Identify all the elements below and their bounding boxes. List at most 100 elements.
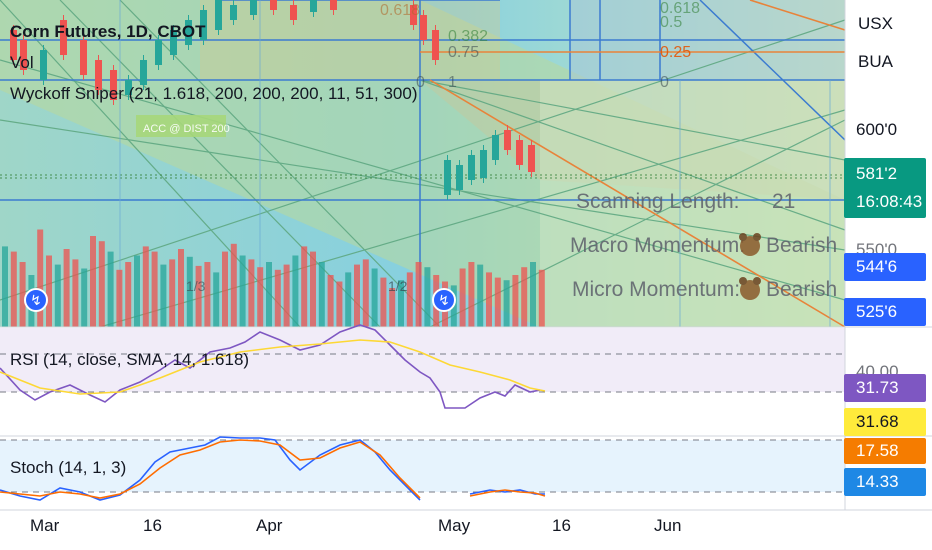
time-label-16b: 16: [552, 516, 571, 535]
volume-bar: [354, 264, 360, 327]
volume-bar: [371, 268, 378, 327]
stoch-label[interactable]: Stoch (14, 1, 3): [10, 458, 127, 477]
unit-label[interactable]: BUA: [858, 52, 893, 71]
fib-label-1: 1: [448, 74, 457, 91]
current-price-badge[interactable]: 581'2 16:08:43: [844, 158, 926, 218]
volume-bar: [160, 264, 167, 327]
volume-bar: [98, 241, 105, 327]
time-label-apr: Apr: [256, 516, 283, 535]
fib-label-618-b: 0.618: [660, 0, 701, 17]
volume-bar: [345, 272, 352, 327]
volume-bar: [468, 262, 475, 327]
volume-bar: [248, 259, 255, 327]
event-icon-1[interactable]: ↯: [24, 288, 48, 312]
volume-bar: [398, 280, 404, 327]
acc-dist-box: [136, 115, 226, 137]
stoch-d-value-badge[interactable]: 17.58: [844, 438, 926, 464]
scanning-length-label: Scanning Length:: [576, 190, 740, 213]
stoch-band: [0, 440, 845, 492]
volume-bar: [230, 243, 237, 327]
price-tick-600: 600'0: [856, 120, 898, 139]
volume-bar: [362, 259, 369, 327]
time-label-16a: 16: [143, 516, 162, 535]
volume-bar: [222, 251, 228, 327]
volume-bar: [538, 269, 545, 327]
macro-momentum-value: Bearish: [766, 234, 838, 257]
stoch-k-value-badge[interactable]: 14.33: [844, 468, 926, 496]
time-label-mar: Mar: [30, 516, 60, 535]
stoch-k-line: [0, 436, 421, 501]
fib-label-618-a: 0.618: [380, 2, 421, 19]
stoch-d-line: [0, 439, 421, 499]
volume-bar: [336, 281, 343, 327]
third-mark: 1/3: [186, 278, 206, 294]
volume-bar: [239, 255, 246, 327]
time-label-may: May: [438, 516, 471, 535]
volume-bar: [37, 229, 44, 327]
fib-label-0: 0: [660, 74, 669, 91]
event-icon-2[interactable]: ↯: [432, 288, 456, 312]
volume-bar: [292, 255, 299, 327]
volume-bar: [151, 251, 158, 327]
volume-bar: [81, 268, 88, 327]
volume-bar: [90, 236, 96, 327]
gann-fan-lines: [0, 0, 846, 328]
volume-bar: [380, 277, 387, 327]
rsi-line: [0, 324, 541, 409]
rsi-ma-line: [0, 339, 546, 395]
fib-label-25: 0.25: [660, 44, 692, 61]
volume-bar: [134, 255, 140, 327]
acc-dist-label: ACC @ DIST 200: [143, 123, 230, 135]
volume-bar: [63, 249, 70, 327]
volume-bar: [459, 268, 466, 327]
price-badge-525[interactable]: 525'6: [844, 298, 926, 326]
volume-bar: [266, 262, 272, 327]
micro-momentum-value-wrap: Bearish: [739, 277, 838, 302]
rsi-label[interactable]: RSI (14, close, SMA, 14, 1.618): [10, 350, 250, 369]
volume-bar: [494, 277, 501, 327]
volume-bar: [486, 272, 492, 327]
wyckoff-indicator-label[interactable]: Wyckoff Sniper (21, 1.618, 200, 200, 200…: [10, 84, 418, 103]
volume-bar: [327, 275, 334, 327]
currency-label[interactable]: USX: [858, 14, 893, 33]
rsi-ma-value-badge[interactable]: 31.68: [844, 408, 926, 436]
volume-bar: [274, 269, 281, 327]
macro-momentum-label: Macro Momentum:: [570, 234, 746, 257]
fib-label-0-left: 0: [416, 74, 425, 91]
price-badge-544[interactable]: 544'6: [844, 253, 926, 281]
volume-bar: [186, 256, 193, 327]
volume-bar: [2, 246, 8, 327]
volume-bar: [54, 264, 61, 327]
volume-bar: [116, 269, 123, 327]
volume-bar: [512, 275, 519, 327]
volume-bar: [46, 255, 52, 327]
countdown-value: 16:08:43: [856, 192, 923, 211]
volume-bar: [310, 251, 316, 327]
volume-label[interactable]: Vol: [10, 53, 34, 72]
fib-label-75: 0.75: [448, 44, 480, 61]
volume-bar: [125, 262, 132, 327]
fib-label-50: 0.5: [660, 14, 683, 31]
micro-momentum-value: Bearish: [766, 278, 838, 301]
volume-bar: [169, 259, 176, 327]
bear-icon: [739, 277, 761, 301]
scanning-length-value: 21: [772, 190, 796, 213]
micro-momentum-label: Micro Momentum:: [572, 278, 741, 301]
volume-bar: [195, 265, 202, 327]
volume-bar: [415, 262, 422, 327]
volume-bar: [521, 267, 528, 327]
rsi-value-badge[interactable]: 31.73: [844, 374, 926, 402]
volume-bar: [406, 272, 413, 327]
volume-bar: [318, 262, 325, 327]
symbol-title[interactable]: Corn Futures, 1D, CBOT: [10, 22, 206, 41]
orange-trend-lines: [420, 0, 846, 328]
volume-bar: [477, 264, 484, 327]
volume-bar: [107, 251, 114, 327]
dotted-price-lines: [0, 174, 845, 179]
time-label-jun: Jun: [654, 516, 682, 535]
volume-bar: [503, 280, 510, 327]
volume-bar: [19, 262, 26, 327]
volume-bar: [424, 267, 431, 327]
macro-momentum-value-wrap: Bearish: [739, 233, 838, 258]
